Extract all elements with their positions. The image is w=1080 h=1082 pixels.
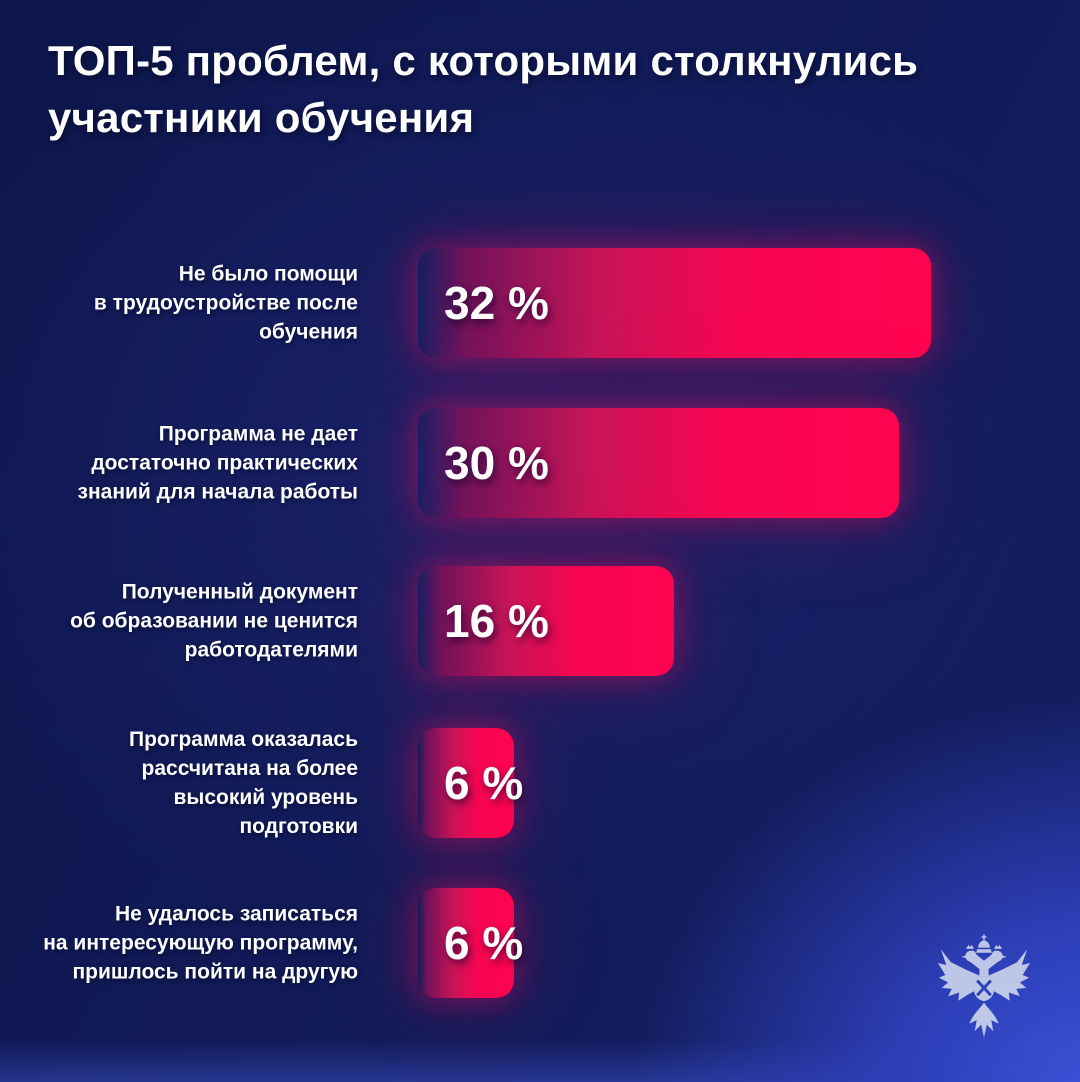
category-label-line: Не было помощи (178, 262, 358, 286)
category-label-line: об образовании не ценится (70, 609, 358, 633)
category-label: Программа не дает достаточно практически… (18, 420, 358, 507)
category-label-line: обучения (259, 320, 358, 344)
value-label: 16 % (444, 595, 549, 647)
category-label: Не было помощи в трудоустройстве после о… (18, 260, 358, 347)
bar: 30 % (418, 408, 899, 518)
title-line-2: участники обучения (48, 94, 475, 141)
category-label-line: Полученный документ (121, 580, 358, 604)
double-headed-eagle-icon (938, 934, 1030, 1038)
category-label-line: достаточно практических (91, 451, 358, 475)
category-label-line: на интересующую программу, (43, 931, 358, 955)
page-title: ТОП-5 проблем, с которыми столкнулись уч… (48, 32, 918, 146)
bar: 6 % (418, 728, 523, 838)
bar: 16 % (418, 566, 674, 676)
category-label-line: высокий уровень (173, 786, 358, 809)
category-label: Не удалось записаться на интересующую пр… (18, 900, 358, 987)
category-label-line: в трудоустройстве после (93, 291, 358, 315)
chart-row: Не было помощи в трудоустройстве после о… (0, 248, 1080, 358)
category-label-line: пришлось пойти на другую (72, 960, 358, 984)
shield-cross-detail (976, 980, 992, 996)
chart-row: Программа не дает достаточно практически… (0, 408, 1080, 518)
value-label: 30 % (444, 437, 549, 489)
chart-row: Программа оказалась рассчитана на более … (0, 728, 1080, 838)
category-label-line: Программа оказалась (128, 728, 358, 751)
category-label-line: рассчитана на более (141, 757, 358, 780)
category-label-line: подготовки (239, 815, 358, 838)
value-label: 6 % (444, 917, 524, 969)
chart-row: Не удалось записаться на интересующую пр… (0, 888, 1080, 998)
category-label-line: Программа не дает (158, 422, 358, 446)
bar: 32 % (418, 248, 931, 358)
category-label: Полученный документ об образовании не це… (18, 578, 358, 665)
category-label-line: работодателями (184, 638, 358, 662)
bar: 6 % (418, 888, 523, 998)
value-label: 32 % (444, 277, 549, 329)
category-label-line: знаний для начала работы (77, 480, 358, 504)
category-label-line: Не удалось записаться (114, 902, 358, 926)
title-line-1: ТОП-5 проблем, с которыми столкнулись (48, 37, 919, 84)
category-label: Программа оказалась рассчитана на более … (18, 725, 358, 841)
value-label: 6 % (444, 757, 524, 809)
chart-row: Полученный документ об образовании не це… (0, 566, 1080, 676)
